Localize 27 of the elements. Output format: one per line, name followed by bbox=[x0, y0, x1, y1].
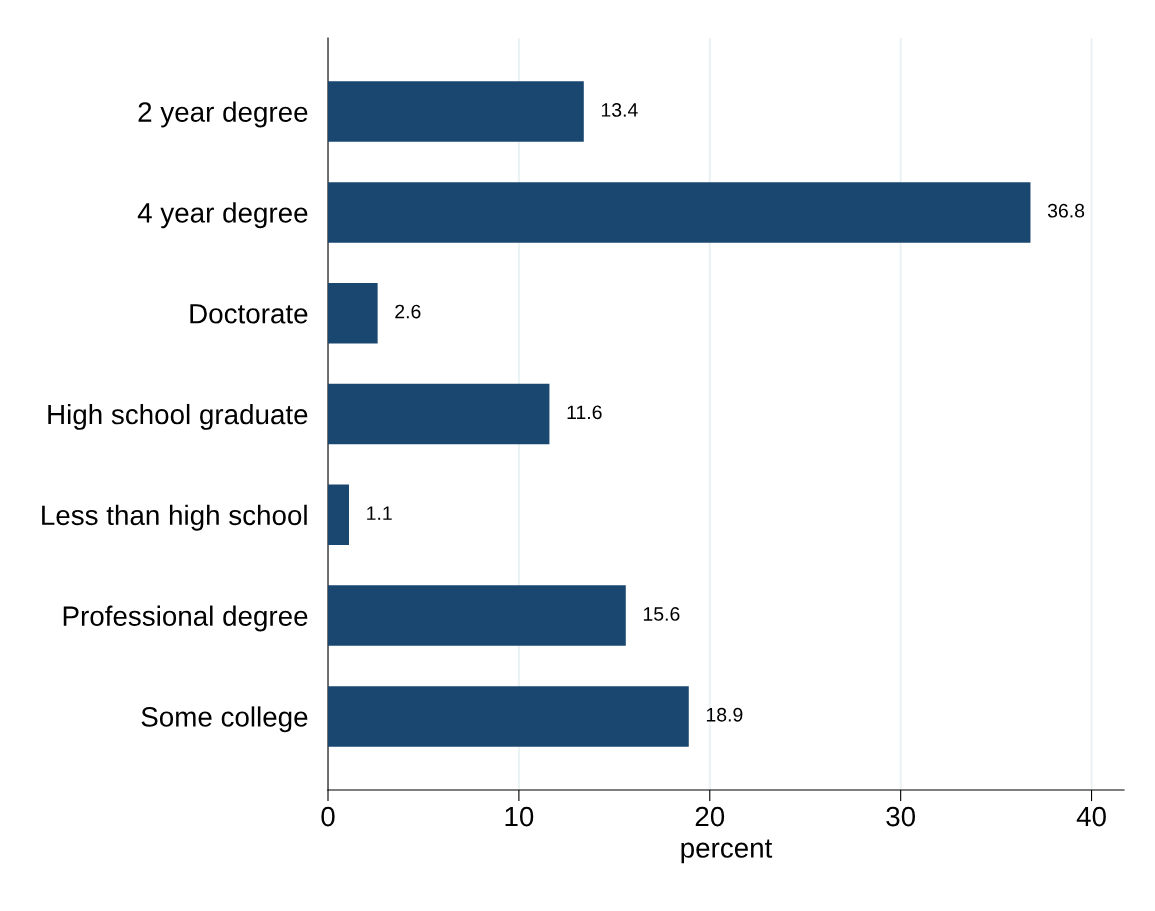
bar bbox=[328, 282, 378, 344]
y-tick-label: Professional degree bbox=[63, 605, 308, 632]
data-label: 15.6 bbox=[643, 607, 680, 621]
x-tick-label: 20 bbox=[695, 806, 725, 827]
x-tick-label: 0 bbox=[321, 806, 335, 827]
bar bbox=[328, 686, 689, 747]
y-tick-label: 2 year degree bbox=[138, 101, 308, 128]
y-tick-label: High school graduate bbox=[48, 403, 308, 430]
y-tick-label: Less than high school bbox=[42, 504, 307, 531]
bar bbox=[328, 81, 584, 142]
data-label: 13.4 bbox=[601, 103, 638, 117]
bar bbox=[328, 383, 550, 445]
y-tick-label: Doctorate bbox=[190, 304, 308, 324]
bar bbox=[328, 585, 626, 646]
x-tick-label: 10 bbox=[505, 806, 534, 827]
y-tick-label: 4 year degree bbox=[137, 202, 308, 229]
bar bbox=[328, 182, 1031, 243]
data-label: 2.6 bbox=[395, 304, 421, 319]
y-tick-label: Some college bbox=[141, 706, 308, 733]
data-label: 36.8 bbox=[1047, 203, 1085, 218]
x-tick-label: 30 bbox=[886, 806, 916, 827]
x-axis-title: percent bbox=[681, 839, 773, 864]
data-label: 1.1 bbox=[367, 506, 392, 520]
data-label: 18.9 bbox=[706, 707, 743, 722]
bar bbox=[328, 484, 349, 546]
data-label: 11.6 bbox=[567, 405, 602, 420]
x-tick-label: 40 bbox=[1076, 806, 1106, 827]
